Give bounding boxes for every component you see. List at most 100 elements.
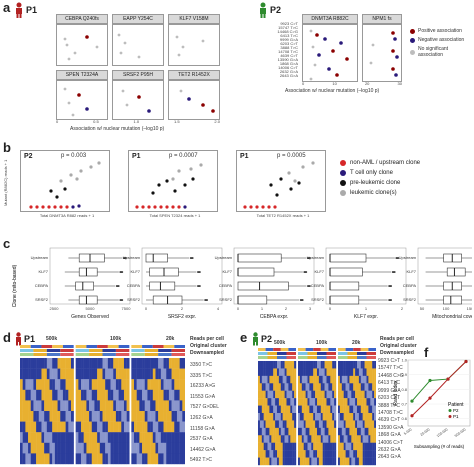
heatmap-cell bbox=[102, 411, 106, 422]
heatmap-cell bbox=[105, 368, 109, 380]
heatmap-cell bbox=[144, 411, 148, 422]
heatmap-cell bbox=[54, 442, 58, 454]
heatmap-cell bbox=[305, 375, 308, 384]
heatmap-cell bbox=[83, 400, 87, 412]
heatmap-cell bbox=[152, 358, 156, 369]
heatmap-cell bbox=[105, 421, 109, 433]
heatmap-cell bbox=[28, 442, 31, 454]
heatmap-cell bbox=[155, 400, 159, 412]
heatmap-cell bbox=[370, 405, 373, 414]
heatmap-cell bbox=[294, 375, 297, 384]
heatmap-cluster-bar bbox=[307, 356, 317, 359]
heatmap-cell bbox=[70, 453, 74, 465]
heatmap-cell bbox=[265, 383, 268, 391]
heatmap-cell bbox=[292, 435, 295, 443]
heatmap-cell bbox=[258, 405, 261, 414]
heatmap-cell bbox=[267, 450, 270, 458]
heatmap-cell bbox=[334, 420, 337, 429]
heatmap-cell bbox=[113, 358, 117, 369]
heatmap-cell bbox=[97, 453, 101, 465]
heatmap-cell bbox=[355, 442, 358, 451]
facet-dots bbox=[309, 29, 349, 81]
heatmap-cell bbox=[351, 420, 354, 429]
heatmap-cell bbox=[65, 421, 69, 433]
heatmap-cell bbox=[275, 413, 278, 421]
heatmap-cell bbox=[174, 379, 178, 390]
heatmap-cell bbox=[277, 427, 280, 436]
heatmap-cell bbox=[60, 400, 64, 412]
heatmap-cell bbox=[57, 358, 61, 369]
clone-label: KLF7 bbox=[38, 269, 48, 274]
heatmap-cell bbox=[91, 379, 95, 390]
heatmap-cell bbox=[179, 358, 183, 369]
heatmap-cell bbox=[97, 411, 101, 422]
heatmap-cell bbox=[299, 383, 302, 391]
heatmap-cell bbox=[324, 390, 327, 399]
heatmap-cell bbox=[368, 450, 371, 458]
heatmap-cell bbox=[182, 358, 185, 369]
heatmap-cell bbox=[317, 450, 320, 458]
heatmap-cell bbox=[57, 432, 61, 443]
heatmap-cell bbox=[339, 427, 342, 436]
heatmap-cell bbox=[326, 435, 329, 443]
heatmap-cell bbox=[294, 420, 297, 429]
heatmap-cell bbox=[261, 405, 264, 414]
heatmap-cell bbox=[294, 368, 297, 377]
heatmap-cell bbox=[355, 368, 358, 377]
heatmap-cell bbox=[345, 435, 348, 443]
heatmap-cluster-bar bbox=[89, 353, 103, 356]
legend-label: pre-leukemic clone bbox=[350, 180, 401, 186]
heatmap-cell bbox=[36, 358, 39, 369]
heatmap-cell bbox=[313, 427, 316, 436]
heatmap-cell bbox=[81, 379, 84, 390]
heatmap-cell bbox=[68, 389, 72, 401]
heatmap-cell bbox=[28, 411, 31, 422]
heatmap-cell bbox=[97, 368, 101, 380]
heatmap-cell bbox=[360, 450, 363, 458]
heatmap-cell bbox=[311, 442, 314, 451]
heatmap-cell bbox=[278, 427, 281, 436]
heatmap-cell bbox=[160, 442, 164, 454]
heatmap-cell bbox=[28, 421, 31, 433]
heatmap-cell bbox=[305, 450, 308, 458]
heatmap-cell bbox=[286, 361, 289, 369]
heatmap-cell bbox=[126, 400, 130, 412]
heatmap-cell bbox=[52, 400, 56, 412]
heatmap-cell bbox=[318, 398, 321, 406]
heatmap-cell bbox=[294, 361, 297, 369]
heatmap-cell bbox=[362, 368, 365, 377]
heatmap-cell bbox=[282, 457, 285, 466]
heatmap-cell bbox=[368, 398, 371, 406]
facet-p1-1: CEBPA Q240fs bbox=[56, 14, 108, 66]
heatmap-cell bbox=[298, 413, 301, 421]
heatmap-cluster-bar bbox=[102, 349, 116, 352]
heatmap-cell bbox=[347, 435, 350, 443]
heatmap-cell bbox=[339, 435, 342, 443]
heatmap-cell bbox=[326, 457, 329, 466]
heatmap-cell bbox=[320, 435, 323, 443]
heatmap-cell bbox=[115, 379, 119, 390]
heatmap-cell bbox=[97, 432, 101, 443]
heatmap-cell bbox=[277, 420, 280, 429]
ytick: 2643 G>A bbox=[279, 73, 298, 78]
heatmap-cell bbox=[121, 389, 125, 401]
heatmap-cell bbox=[282, 398, 285, 406]
heatmap-cell bbox=[70, 379, 74, 390]
heatmap-cell bbox=[271, 442, 274, 451]
heatmap-cell bbox=[273, 398, 276, 406]
heatmap-cell bbox=[313, 442, 316, 451]
heatmap-cell bbox=[121, 442, 125, 454]
heatmap-cell bbox=[299, 435, 302, 443]
heatmap-cell bbox=[353, 361, 356, 369]
heatmap-cell bbox=[269, 427, 272, 436]
heatmap-cell bbox=[91, 389, 95, 401]
heatmap-cell bbox=[57, 379, 61, 390]
heatmap-cell bbox=[99, 453, 103, 465]
heatmap-cell bbox=[292, 450, 295, 458]
heatmap-cell bbox=[134, 368, 137, 380]
heatmap-cell bbox=[258, 420, 261, 429]
heatmap-cell bbox=[366, 405, 369, 414]
heatmap-cell bbox=[343, 375, 346, 384]
heatmap-cluster-bar bbox=[131, 353, 145, 356]
heatmap-cell bbox=[353, 398, 356, 406]
